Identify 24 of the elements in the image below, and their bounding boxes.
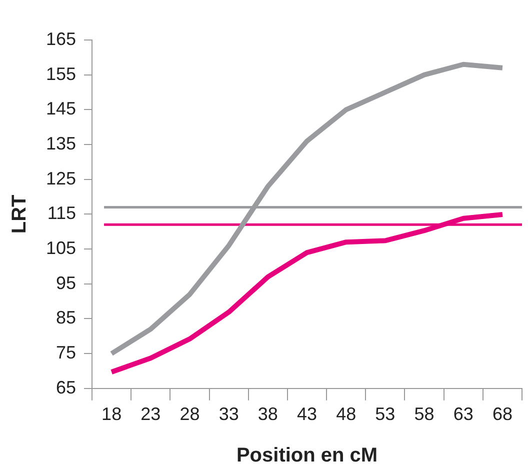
x-axis-title: Position en cM (236, 444, 378, 467)
x-tick-label: 23 (140, 404, 161, 424)
x-tick-label: 58 (414, 404, 434, 424)
y-tick-label: 145 (46, 98, 76, 119)
x-tick-label: 53 (375, 404, 396, 424)
x-tick-label: 18 (102, 404, 122, 424)
y-tick-label: 115 (47, 203, 76, 224)
y-tick-label: 125 (46, 168, 76, 188)
y-tick-label: 155 (46, 64, 76, 84)
y-tick-label: 95 (56, 272, 76, 293)
x-tick-label: 68 (492, 404, 512, 424)
y-tick-label: 105 (46, 238, 76, 258)
x-tick-label: 33 (218, 404, 239, 424)
y-axis-title: LRT (8, 194, 31, 234)
y-tick-label: 65 (56, 377, 76, 398)
x-tick-label: 38 (258, 404, 278, 424)
x-tick-label: 48 (336, 404, 356, 424)
y-tick-label: 75 (56, 342, 76, 363)
y-tick-label: 135 (46, 133, 76, 154)
x-tick-label: 43 (297, 404, 318, 424)
y-tick-label: 165 (46, 28, 76, 49)
x-tick-label: 63 (453, 404, 474, 424)
x-tick-label: 28 (180, 404, 200, 424)
y-tick-label: 85 (56, 308, 76, 328)
